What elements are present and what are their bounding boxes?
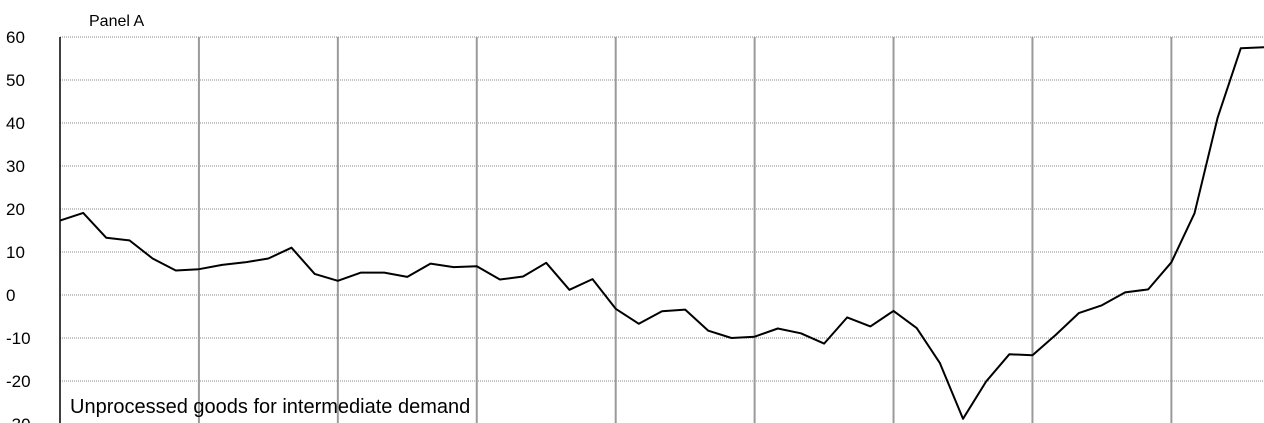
y-tick-label: -10 (6, 329, 31, 348)
y-tick-label: 50 (6, 71, 25, 90)
panel-label: Panel A (89, 13, 145, 30)
y-tick-label: -30 (6, 415, 31, 423)
series-annotation: Unprocessed goods for intermediate deman… (70, 396, 471, 418)
series-line (59, 46, 1264, 420)
gridlines (60, 36, 1264, 423)
y-axis: 60 50 40 30 20 10 0 -10 -20 -30 (6, 28, 61, 423)
y-tick-label: 20 (6, 200, 25, 219)
y-tick-label: 10 (6, 243, 25, 262)
y-tick-label: 60 (6, 28, 25, 47)
y-tick-label: 30 (6, 157, 25, 176)
series (59, 46, 1264, 420)
y-tick-label: 40 (6, 114, 25, 133)
y-tick-label: -20 (6, 372, 31, 391)
y-tick-label: 0 (6, 286, 15, 305)
